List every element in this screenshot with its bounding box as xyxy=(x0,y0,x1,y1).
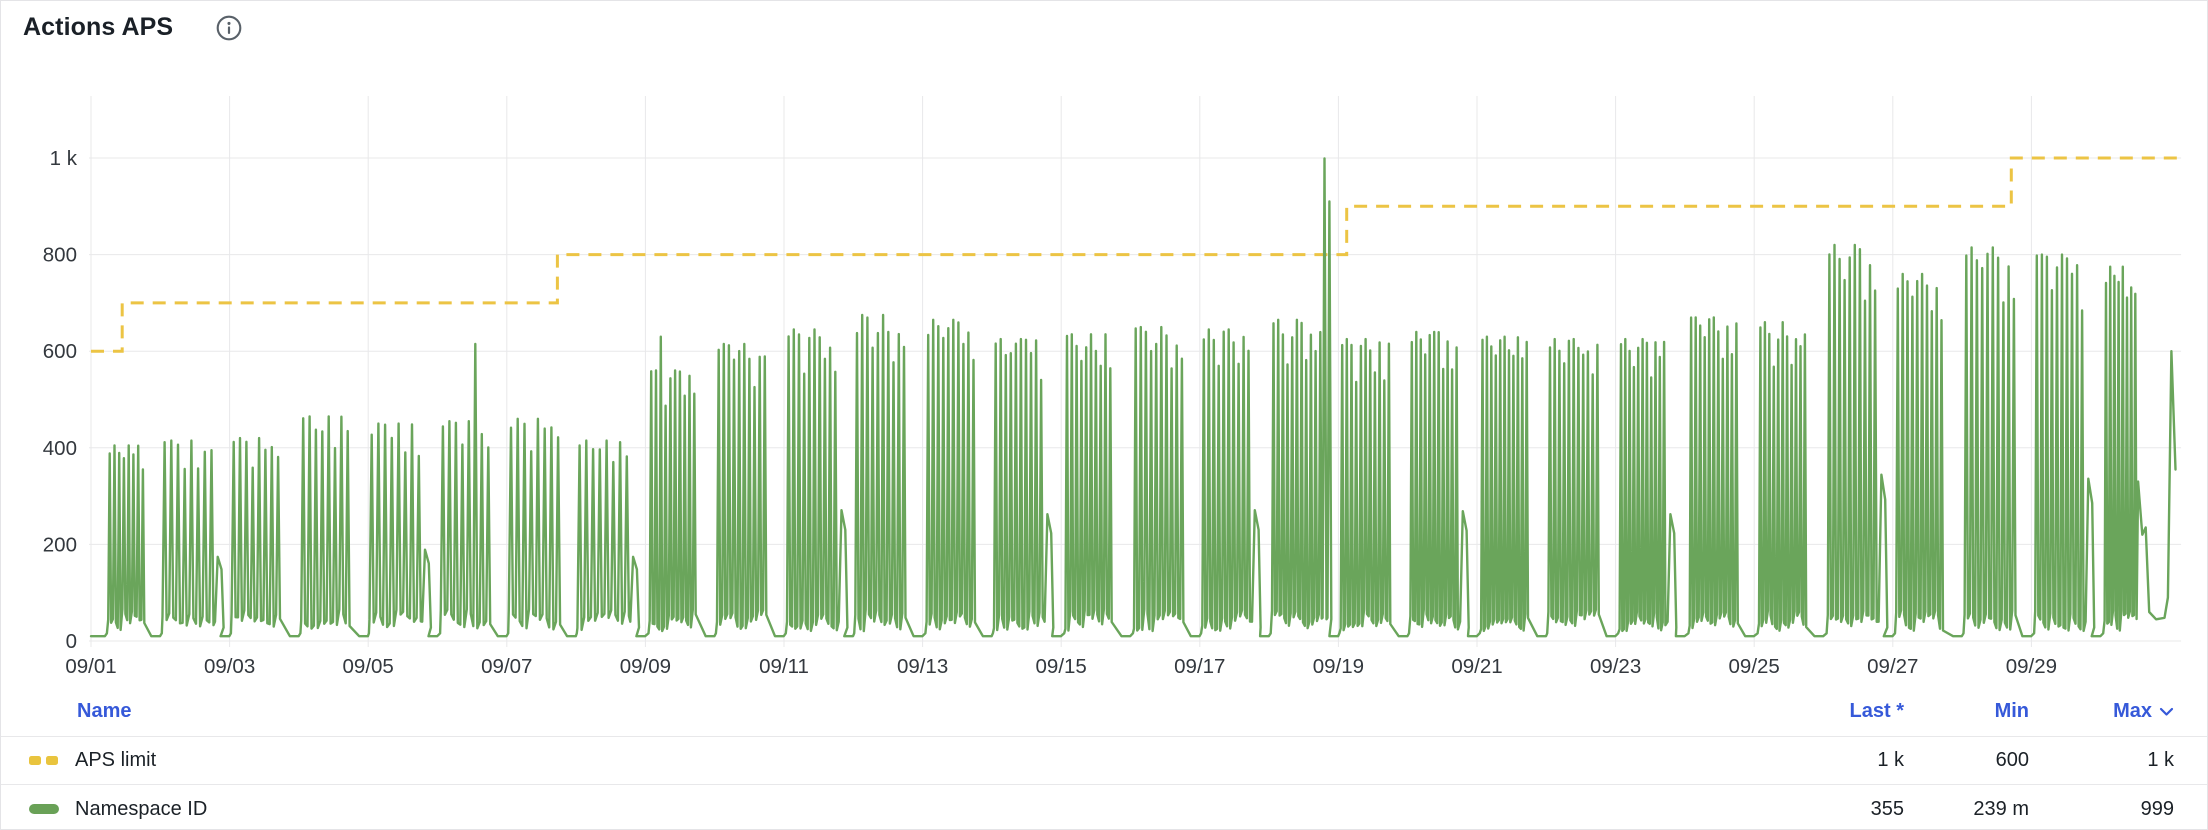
column-header-last[interactable]: Last * xyxy=(1849,700,1904,722)
x-tick-label: 09/11 xyxy=(759,655,809,678)
y-tick-label: 200 xyxy=(43,533,77,556)
x-tick-label: 09/01 xyxy=(65,655,116,678)
x-tick-label: 09/27 xyxy=(1867,655,1918,678)
column-header-max-label: Max xyxy=(2113,700,2152,722)
x-tick-label: 09/21 xyxy=(1451,655,1502,678)
series-max-value: 1 k xyxy=(2147,749,2174,771)
series-name: Namespace ID xyxy=(75,797,208,820)
series-last-value: 1 k xyxy=(1877,749,1904,771)
column-header-name[interactable]: Name xyxy=(77,700,132,722)
x-tick-label: 09/19 xyxy=(1313,655,1364,678)
series-max-value: 999 xyxy=(2140,797,2174,820)
y-tick-label: 400 xyxy=(43,437,77,460)
aps-limit-line xyxy=(91,156,2182,353)
page-title: Actions APS xyxy=(23,13,174,41)
panel-header: Actions APS xyxy=(23,13,243,42)
chevron-down-icon xyxy=(2159,706,2174,717)
y-tick-label: 800 xyxy=(43,244,77,267)
x-tick-label: 09/07 xyxy=(481,655,532,678)
series-last-value: 355 xyxy=(1870,797,1904,820)
x-tick-label: 09/15 xyxy=(1036,655,1087,678)
aps-chart: 0 200 400 600 800 1 k 09/01 09/03 09/05 09/07 09/0… xyxy=(43,96,2182,678)
column-header-min[interactable]: Min xyxy=(1994,700,2029,722)
namespace-id-series-swatch-icon xyxy=(29,804,59,814)
legend-table: Name Last * Min Max APS limit 1 k 600 1 … xyxy=(1,687,2207,829)
info-icon[interactable] xyxy=(215,14,243,42)
x-tick-label: 09/03 xyxy=(204,655,255,678)
x-tick-label: 09/25 xyxy=(1729,655,1780,678)
aps-limit-series-swatch-icon xyxy=(29,756,59,765)
legend-header-row: Name Last * Min Max xyxy=(1,687,2207,737)
legend-row-aps-limit[interactable]: APS limit 1 k 600 1 k xyxy=(1,737,2207,785)
column-header-max[interactable]: Max xyxy=(2029,700,2174,723)
namespace-id-line xyxy=(89,157,2177,638)
y-tick-label: 600 xyxy=(43,340,77,363)
x-tick-label: 09/29 xyxy=(2006,655,2057,678)
y-tick-label: 0 xyxy=(66,630,77,653)
x-tick-label: 09/09 xyxy=(620,655,671,678)
series-name: APS limit xyxy=(75,749,157,771)
x-tick-label: 09/05 xyxy=(343,655,394,678)
series-min-value: 600 xyxy=(1995,749,2029,771)
x-tick-label: 09/23 xyxy=(1590,655,1641,678)
x-tick-label: 09/13 xyxy=(897,655,948,678)
legend-row-namespace-id[interactable]: Namespace ID 355 239 m 999 xyxy=(1,785,2207,829)
x-tick-label: 09/17 xyxy=(1174,655,1225,678)
series-min-value: 239 m xyxy=(1973,797,2029,820)
y-tick-label: 1 k xyxy=(50,147,78,170)
